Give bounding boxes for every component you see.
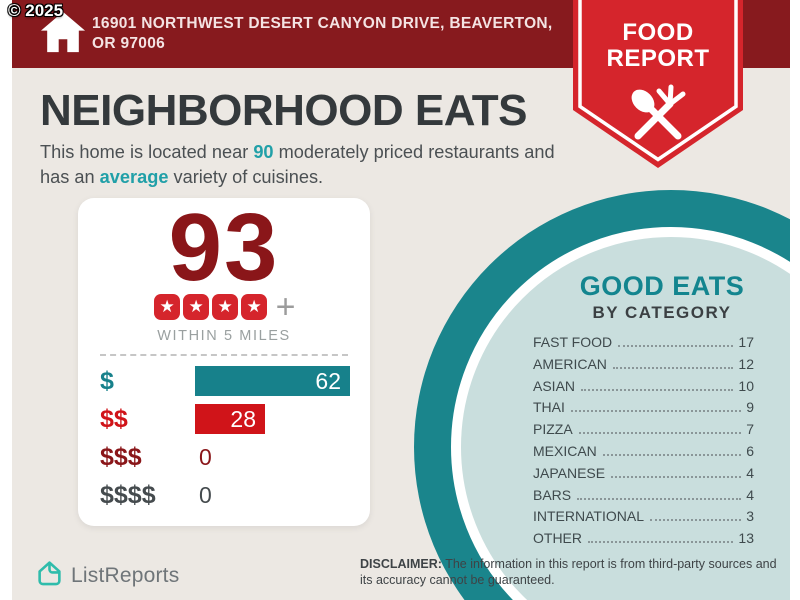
category-label: AMERICAN: [533, 355, 607, 372]
house-icon: [40, 10, 86, 59]
price-bar-chart: $62 $$ 28 $$$ 0 $$$$ 0: [78, 362, 370, 514]
category-label: BARS: [533, 486, 572, 503]
category-row: JAPANESE 4: [533, 465, 754, 487]
star-icon: ★: [154, 294, 181, 320]
category-row: MEXICAN 6: [533, 443, 754, 465]
dotted-leader: [649, 519, 742, 522]
dotted-leader: [577, 497, 742, 500]
disclaimer: DISCLAIMER: The information in this repo…: [360, 556, 784, 588]
good-eats-header: GOOD EATS BY CATEGORY: [512, 271, 790, 323]
category-count: 6: [746, 442, 754, 459]
category-count: 7: [746, 421, 754, 438]
dotted-leader: [578, 432, 742, 435]
category-row: BARS 4: [533, 487, 754, 509]
category-label: OTHER: [533, 530, 582, 547]
category-label: ASIAN: [533, 377, 576, 394]
price-bar: 62: [195, 366, 350, 396]
category-count: 13: [738, 530, 754, 547]
badge-title-line-1: FOOD: [622, 19, 694, 46]
category-row: PIZZA 7: [533, 421, 754, 443]
dashed-divider: [100, 354, 348, 356]
price-row: $62: [78, 362, 370, 400]
score-card: 93 ★ ★ ★ ★ + WITHIN 5 MILES $62 $$ 28 $$$ 0 $$$$ 0: [78, 198, 370, 526]
category-count: 4: [746, 486, 754, 503]
star-icon: ★: [241, 294, 268, 320]
category-row: AMERICAN 12: [533, 356, 754, 378]
dotted-leader: [611, 475, 742, 478]
summary-text-segment: has an: [40, 167, 100, 187]
star-rating: ★ ★ ★ ★ +: [78, 288, 370, 326]
category-label: MEXICAN: [533, 442, 597, 459]
price-level-label: $$$: [100, 442, 142, 471]
category-label: INTERNATIONAL: [533, 508, 644, 525]
summary-line-1: This home is located near 90 moderately …: [40, 140, 555, 165]
dotted-leader: [618, 345, 734, 347]
dotted-leader: [588, 541, 734, 544]
category-row: FAST FOOD 17: [533, 334, 754, 356]
category-count: 12: [738, 355, 754, 372]
category-count: 17: [738, 334, 754, 350]
price-level-label: $$: [100, 404, 128, 433]
price-row: $$$ 0: [78, 438, 370, 476]
category-row: ASIAN 10: [533, 378, 754, 400]
address-line-1: 16901 NORTHWEST DESERT CANYON DRIVE, BEA…: [92, 15, 553, 32]
variety-highlight: average: [99, 167, 169, 187]
listreports-brand: ListReports: [36, 560, 179, 592]
price-bar-value: 0: [199, 481, 212, 508]
radius-label: WITHIN 5 MILES: [157, 328, 291, 344]
disclaimer-label: DISCLAIMER:: [360, 557, 442, 571]
price-bar-value: 0: [199, 443, 212, 470]
category-count: 10: [738, 377, 754, 394]
price-level-label: $$$$: [100, 480, 156, 509]
page-title: NEIGHBORHOOD EATS: [40, 86, 527, 135]
price-bar: 28: [195, 404, 265, 434]
badge-title: FOOD REPORT: [573, 20, 743, 72]
summary-text-segment: variety of cuisines.: [168, 167, 324, 187]
property-address: 16901 NORTHWEST DESERT CANYON DRIVE, BEA…: [92, 14, 553, 54]
good-eats-subtitle: BY CATEGORY: [592, 303, 732, 322]
good-eats-title: GOOD EATS: [579, 271, 745, 301]
price-bar-value: 62: [315, 367, 341, 394]
disclaimer-text: The information in this report is from t…: [360, 557, 777, 587]
category-list: FAST FOOD 17 AMERICAN 12 ASIAN 10 THAI 9 PIZZA 7 M…: [533, 334, 754, 552]
category-row: THAI 9: [533, 399, 754, 421]
price-row: $$ 28: [78, 400, 370, 438]
dotted-leader: [612, 366, 734, 369]
crossed-utensils-icon: [626, 84, 690, 149]
category-label: THAI: [533, 399, 565, 416]
category-label: JAPANESE: [533, 464, 606, 481]
summary-text-segment: moderately priced restaurants and: [273, 142, 555, 162]
plus-icon: +: [275, 288, 296, 326]
category-count: 3: [746, 508, 754, 525]
summary-text-segment: This home is located near: [40, 142, 254, 162]
restaurant-count: 90: [253, 142, 274, 162]
dotted-leader: [602, 453, 742, 456]
category-row: OTHER 13: [533, 530, 754, 552]
category-count: 9: [746, 399, 754, 416]
address-line-2: OR 97006: [92, 35, 166, 52]
badge-title-line-2: REPORT: [606, 45, 710, 72]
listreports-logo-icon: [36, 560, 63, 592]
brand-name: ListReports: [71, 564, 180, 587]
category-count: 4: [746, 464, 754, 481]
summary-line-2: has an average variety of cuisines.: [40, 165, 555, 190]
star-icon: ★: [212, 294, 239, 320]
category-row: INTERNATIONAL 3: [533, 508, 754, 530]
copyright-notice: © 2025: [8, 1, 64, 20]
category-label: FAST FOOD: [533, 334, 613, 350]
restaurant-score: 93: [168, 194, 280, 301]
summary-text: This home is located near 90 moderately …: [40, 140, 555, 190]
price-bar-value: 28: [230, 405, 256, 432]
dotted-leader: [570, 410, 742, 413]
report-canvas: 16901 NORTHWEST DESERT CANYON DRIVE, BEA…: [12, 0, 790, 600]
food-report-badge: FOOD REPORT: [573, 0, 743, 170]
dotted-leader: [581, 388, 734, 391]
price-level-label: $: [100, 366, 114, 395]
star-icon: ★: [183, 294, 210, 320]
category-label: PIZZA: [533, 421, 573, 438]
price-row: $$$$ 0: [78, 476, 370, 514]
